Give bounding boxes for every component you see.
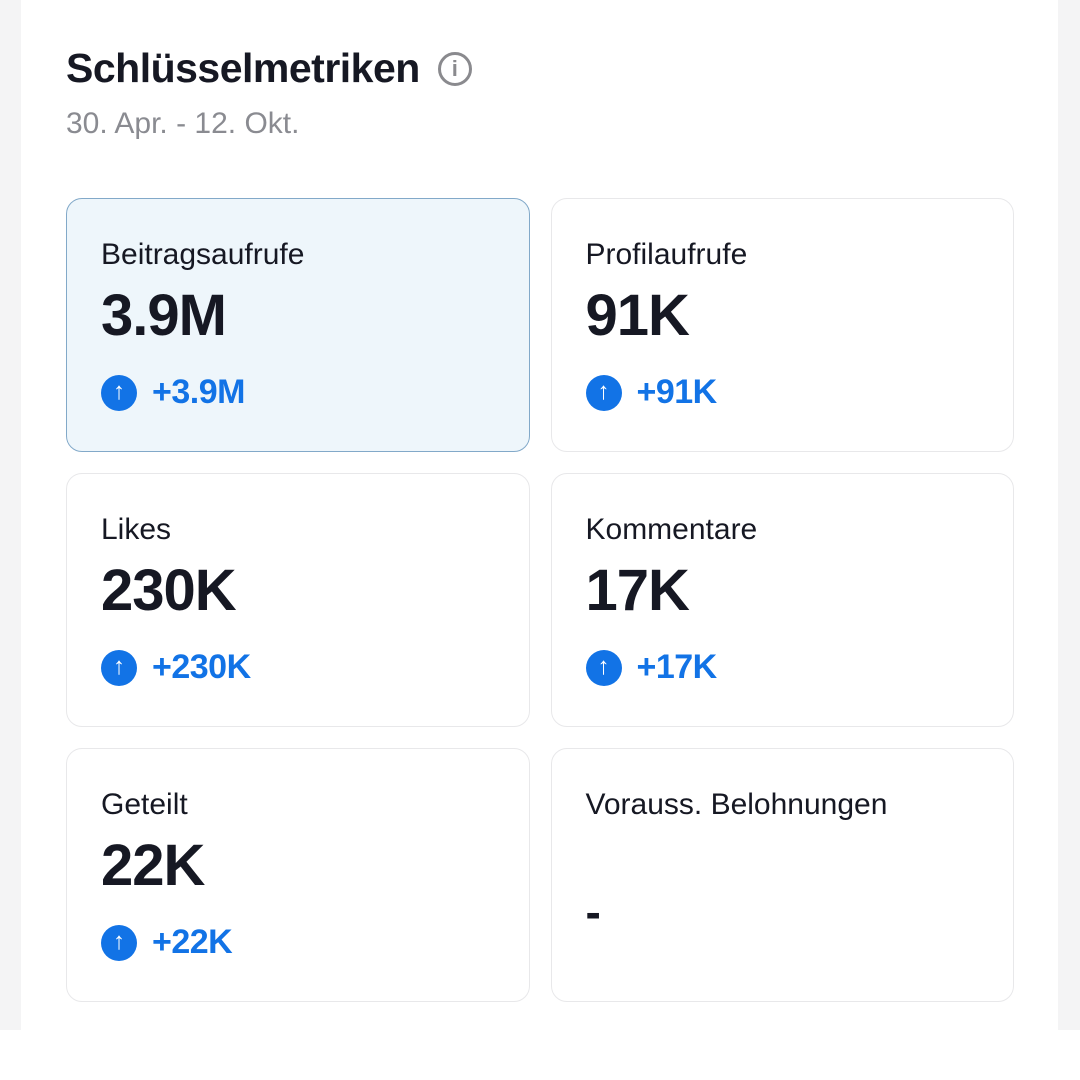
metrics-grid: Beitragsaufrufe 3.9M ↑ +3.9M Profilaufru… <box>66 198 1014 1002</box>
metric-change-text: +230K <box>152 648 251 686</box>
page-background-strip-right <box>1058 0 1080 1030</box>
up-arrow-icon: ↑ <box>101 374 137 411</box>
page-background-strip-left <box>0 0 21 1030</box>
metric-value: - <box>585 886 601 938</box>
metric-value: 22K <box>101 833 205 898</box>
metric-change: ↑ +230K <box>101 648 495 687</box>
metric-card-2[interactable]: Likes 230K ↑ +230K <box>66 473 530 727</box>
metric-card-0[interactable]: Beitragsaufrufe 3.9M ↑ +3.9M <box>66 198 530 452</box>
info-circle-icon[interactable]: i <box>437 52 472 86</box>
info-icon-letter: i <box>451 56 458 81</box>
metric-label: Kommentare <box>585 513 758 546</box>
metric-value: 230K <box>101 558 237 623</box>
key-metrics-section: Schlüsselmetriken i 30. Apr. - 12. Okt. … <box>66 44 1014 1002</box>
metric-label: Profilaufrufe <box>585 238 748 271</box>
metric-change-text: +17K <box>636 648 718 686</box>
metric-label: Likes <box>101 513 172 546</box>
page-title: Schlüsselmetriken <box>66 45 420 91</box>
metric-card-5[interactable]: Vorauss. Belohnungen - <box>550 748 1014 1002</box>
metric-change-text: +22K <box>152 923 233 961</box>
up-arrow-icon: ↑ <box>101 924 137 961</box>
metric-label: Vorauss. Belohnungen <box>585 788 888 821</box>
metric-change: ↑ +3.9M <box>101 373 495 412</box>
metric-card-1[interactable]: Profilaufrufe 91K ↑ +91K <box>550 198 1014 452</box>
up-arrow-icon: ↑ <box>585 649 622 686</box>
metric-label: Geteilt <box>101 788 188 821</box>
metric-value: 17K <box>585 558 690 623</box>
metric-change-text: +3.9M <box>152 373 245 411</box>
metric-card-3[interactable]: Kommentare 17K ↑ +17K <box>550 473 1014 727</box>
metric-change: ↑ +17K <box>585 648 980 687</box>
metric-change: ↑ +22K <box>101 923 495 962</box>
metric-card-4[interactable]: Geteilt 22K ↑ +22K <box>66 748 530 1002</box>
metric-change-text: +91K <box>636 373 718 411</box>
metric-change: ↑ +91K <box>585 373 980 412</box>
metric-value: 91K <box>585 283 690 348</box>
metric-label: Beitragsaufrufe <box>101 238 305 271</box>
up-arrow-icon: ↑ <box>585 374 622 411</box>
date-range: 30. Apr. - 12. Okt. <box>66 107 300 140</box>
up-arrow-icon: ↑ <box>101 649 137 686</box>
section-header: Schlüsselmetriken i <box>66 44 1014 92</box>
metric-value: 3.9M <box>101 283 227 348</box>
